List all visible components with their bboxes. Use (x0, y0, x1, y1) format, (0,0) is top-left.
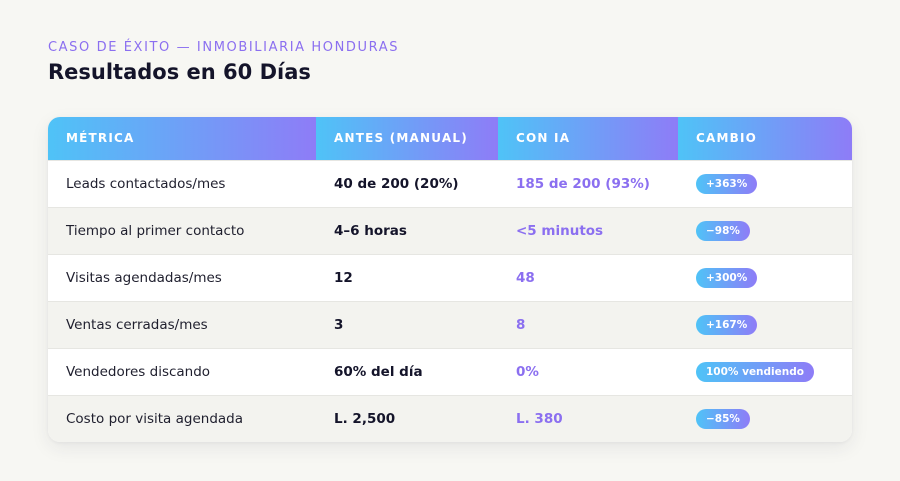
table-header: MÉTRICA ANTES (MANUAL) CON IA CAMBIO (48, 117, 852, 160)
change-badge: +167% (696, 314, 758, 335)
table-row: Ventas cerradas/mes 3 8 +167% (48, 301, 852, 348)
table-header-row: MÉTRICA ANTES (MANUAL) CON IA CAMBIO (48, 117, 852, 160)
change-cell: −85% (678, 395, 852, 442)
after-cell: <5 minutos (516, 222, 604, 239)
column-header-before: ANTES (MANUAL) (316, 117, 498, 160)
change-badge: +300% (696, 267, 758, 288)
column-header-metric: MÉTRICA (48, 117, 316, 160)
change-cell: +300% (678, 254, 852, 301)
before-cell: 3 (334, 316, 344, 333)
before-cell: 40 de 200 (20%) (334, 175, 459, 192)
table-row: Visitas agendadas/mes 12 48 +300% (48, 254, 852, 301)
change-cell: −98% (678, 207, 852, 254)
metric-cell: Ventas cerradas/mes (66, 316, 208, 333)
before-cell: 4–6 horas (334, 222, 407, 239)
metric-cell: Leads contactados/mes (66, 175, 226, 192)
metric-cell: Costo por visita agendada (66, 410, 244, 427)
after-cell: 0% (516, 363, 539, 380)
metric-cell: Visitas agendadas/mes (66, 269, 222, 286)
metric-cell: Tiempo al primer contacto (66, 222, 245, 239)
table-row: Tiempo al primer contacto 4–6 horas <5 m… (48, 207, 852, 254)
change-badge: −98% (696, 220, 750, 241)
eyebrow-label: CASO DE ÉXITO — INMOBILIARIA HONDURAS (48, 40, 400, 55)
after-cell: 48 (516, 269, 535, 286)
results-table: MÉTRICA ANTES (MANUAL) CON IA CAMBIO Lea… (48, 117, 852, 442)
table-row: Vendedores discando 60% del día 0% 100% … (48, 348, 852, 395)
before-cell: 12 (334, 269, 353, 286)
page-title: Resultados en 60 Días (48, 60, 311, 84)
before-cell: L. 2,500 (334, 410, 396, 427)
change-badge: 100% vendiendo (696, 361, 814, 382)
table-row: Leads contactados/mes 40 de 200 (20%) 18… (48, 160, 852, 207)
column-header-change: CAMBIO (678, 117, 852, 160)
change-cell: 100% vendiendo (678, 348, 852, 395)
after-cell: 8 (516, 316, 526, 333)
change-cell: +363% (678, 160, 852, 207)
metric-cell: Vendedores discando (66, 363, 211, 380)
table-body: Leads contactados/mes 40 de 200 (20%) 18… (48, 160, 852, 442)
table-row: Costo por visita agendada L. 2,500 L. 38… (48, 395, 852, 442)
column-header-after: CON IA (498, 117, 678, 160)
after-cell: 185 de 200 (93%) (516, 175, 650, 192)
change-cell: +167% (678, 301, 852, 348)
before-cell: 60% del día (334, 363, 423, 380)
change-badge: −85% (696, 408, 750, 429)
after-cell: L. 380 (516, 410, 563, 427)
change-badge: +363% (696, 173, 758, 194)
results-table-card: MÉTRICA ANTES (MANUAL) CON IA CAMBIO Lea… (48, 117, 852, 442)
